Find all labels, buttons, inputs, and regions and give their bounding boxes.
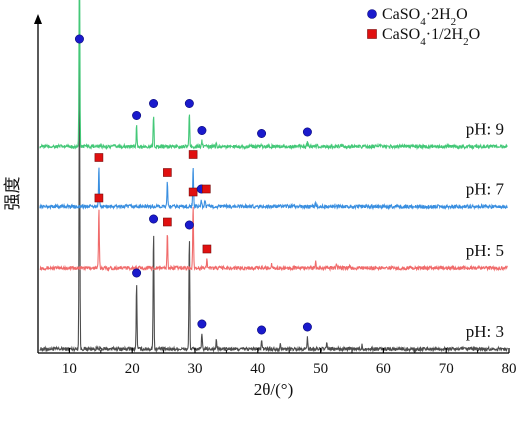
series-line-ph7 (39, 167, 508, 211)
series-line-ph5 (39, 206, 508, 272)
marker-ph7-2 (188, 150, 198, 159)
marker-ph3-0 (74, 34, 84, 44)
curve-label-ph5: pH: 5 (466, 241, 504, 260)
legend-marker-1 (367, 29, 377, 39)
y-axis-title: 强度 (3, 177, 22, 211)
y-axis-arrow (34, 14, 42, 24)
marker-ph7-1 (163, 168, 172, 177)
marker-ph5-1 (163, 217, 172, 227)
marker-ph7-0 (94, 153, 104, 162)
x-tick-label-70: 70 (439, 361, 454, 377)
curve-label-ph3: pH: 3 (466, 322, 504, 341)
marker-ph3-1 (132, 268, 142, 278)
marker-ph9-3 (184, 99, 194, 109)
marker-ph3-3 (184, 220, 194, 230)
legend-label-0: CaSO4·2H2O (382, 6, 468, 28)
axis-layer (34, 14, 509, 354)
x-tick-label-30: 30 (188, 361, 203, 377)
marker-ph9-6 (302, 127, 312, 137)
marker-ph3-4 (197, 319, 207, 329)
marker-ph3-5 (257, 325, 267, 335)
x-tick-label-20: 20 (125, 361, 140, 377)
x-tick-layer: 10 20 30 40 50 60 70 80 (37, 348, 517, 377)
marker-ph3-2 (149, 214, 159, 224)
legend-label-1: CaSO4·1/2H2O (382, 26, 480, 48)
marker-ph3-6 (302, 322, 312, 332)
x-tick-label-40: 40 (250, 361, 265, 377)
marker-ph5-3 (202, 244, 212, 254)
series-line-ph3 (39, 49, 508, 353)
marker-ph5-0 (94, 193, 104, 203)
x-tick-label-60: 60 (376, 361, 391, 377)
curve-label-ph9: pH: 9 (466, 120, 504, 139)
legend-marker-0 (367, 9, 377, 19)
x-tick-label-80: 80 (502, 361, 517, 377)
x-tick-label-50: 50 (313, 361, 328, 377)
marker-ph9-4 (197, 126, 207, 136)
marker-ph9-2 (149, 99, 159, 109)
marker-ph9-1 (132, 111, 142, 121)
series-layer (39, 0, 508, 353)
marker-ph9-5 (257, 129, 267, 139)
marker-ph7-4 (202, 184, 211, 194)
curve-label-ph7: pH: 7 (466, 180, 505, 199)
marker-layer (74, 34, 312, 335)
curve-label-layer: pH: 3 pH: 5 pH: 7 pH: 9 (466, 120, 505, 342)
x-axis-title: 2θ/(°) (254, 380, 294, 399)
marker-ph5-2 (188, 187, 198, 197)
x-tick-label-10: 10 (62, 361, 77, 377)
series-line-ph9 (39, 0, 508, 151)
